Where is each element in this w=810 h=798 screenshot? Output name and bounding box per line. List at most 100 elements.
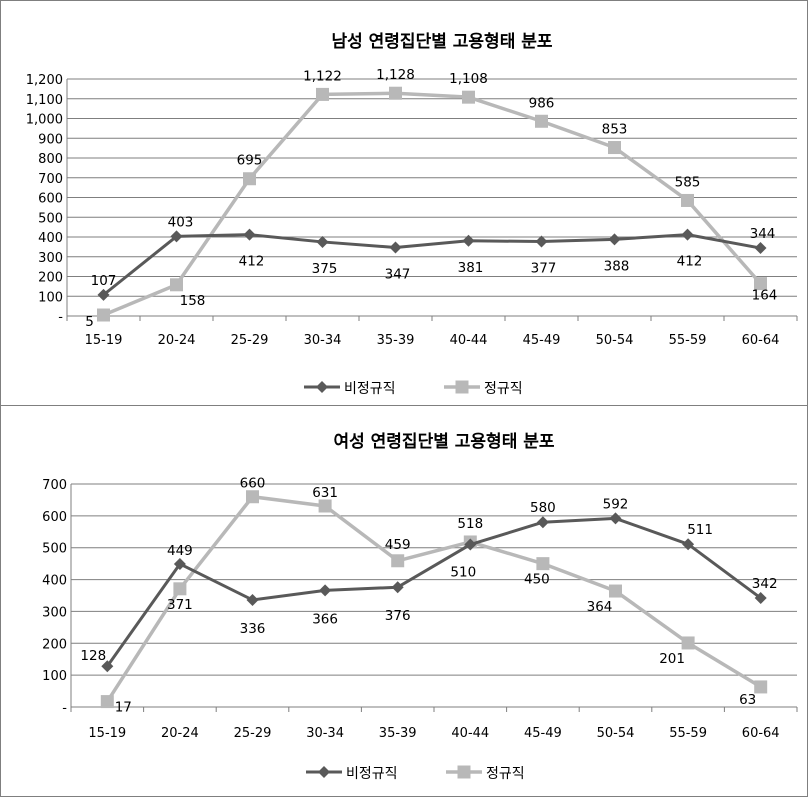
male-employment-chart: 남성 연령집단별 고용형태 분포 - 100 200 300 400 500 600 700 80… bbox=[26, 31, 798, 397]
female-point-regular bbox=[246, 490, 259, 504]
male-data-label: 377 bbox=[531, 261, 557, 277]
female-xtick-label: 25-29 bbox=[234, 726, 272, 741]
female-point-nonregular bbox=[319, 584, 332, 597]
male-data-label: 412 bbox=[239, 254, 265, 270]
male-ytick-label: 100 bbox=[38, 290, 63, 305]
female-data-label: 592 bbox=[603, 496, 629, 512]
female-point-nonregular bbox=[173, 557, 186, 570]
male-data-label: 1,108 bbox=[449, 71, 488, 87]
female-point-nonregular bbox=[246, 593, 259, 606]
female-data-label: 336 bbox=[240, 621, 266, 637]
male-data-label: 347 bbox=[385, 266, 411, 282]
female-data-label: 449 bbox=[167, 543, 193, 559]
male-point-regular bbox=[97, 308, 110, 322]
female-xtick-label: 20-24 bbox=[161, 726, 199, 741]
female-chart-panel: 여성 연령집단별 고용형태 분포 - 100 200 300 400 500 600 700 15… bbox=[0, 405, 808, 797]
female-point-nonregular bbox=[682, 538, 695, 551]
female-xtick-label: 60-64 bbox=[742, 726, 780, 741]
male-data-label: 403 bbox=[168, 214, 194, 230]
male-xtick-label: 25-29 bbox=[231, 333, 269, 348]
male-point-nonregular bbox=[243, 228, 256, 241]
female-point-regular bbox=[100, 695, 114, 709]
male-point-nonregular bbox=[535, 235, 548, 248]
female-point-regular bbox=[318, 499, 332, 513]
female-legend-label: 정규직 bbox=[486, 766, 525, 782]
female-data-label: 364 bbox=[587, 599, 613, 615]
female-ytick-label: 400 bbox=[42, 574, 67, 589]
male-xtick-label: 15-19 bbox=[85, 333, 123, 348]
female-xtick-label: 30-34 bbox=[306, 726, 344, 741]
female-data-label: 511 bbox=[687, 522, 713, 538]
male-data-label: 585 bbox=[675, 174, 701, 190]
female-data-label: 371 bbox=[167, 597, 193, 613]
male-legend-label: 비정규직 bbox=[344, 381, 396, 397]
female-point-nonregular bbox=[464, 538, 477, 551]
male-xtick-label: 35-39 bbox=[377, 333, 415, 348]
female-legend-label: 비정규직 bbox=[346, 766, 398, 782]
male-data-label: 1,128 bbox=[376, 67, 415, 83]
male-ytick-label: 400 bbox=[38, 231, 63, 246]
male-ytick-label: 800 bbox=[38, 152, 63, 167]
female-point-nonregular bbox=[536, 516, 549, 529]
female-legend-marker bbox=[457, 765, 471, 779]
female-ytick-label: 300 bbox=[42, 605, 67, 620]
male-series-line-regular bbox=[102, 91, 762, 317]
female-xtick-label: 50-54 bbox=[597, 726, 635, 741]
female-data-label: 510 bbox=[450, 565, 476, 581]
male-point-nonregular bbox=[608, 233, 621, 246]
male-data-label: 412 bbox=[677, 254, 703, 270]
female-point-regular bbox=[173, 582, 187, 596]
male-point-regular bbox=[462, 90, 475, 104]
female-point-nonregular bbox=[609, 512, 622, 525]
male-ytick-label: 1,000 bbox=[26, 113, 63, 128]
female-legend-marker bbox=[318, 766, 330, 778]
male-ytick-label: 600 bbox=[38, 192, 63, 207]
male-data-label: 986 bbox=[529, 95, 555, 111]
male-point-regular bbox=[754, 277, 767, 291]
female-data-label: 63 bbox=[739, 692, 756, 708]
female-series-line-nonregular bbox=[106, 516, 762, 668]
female-data-label: 459 bbox=[385, 537, 411, 553]
male-point-regular bbox=[316, 87, 329, 101]
male-data-label: 853 bbox=[602, 122, 628, 138]
female-data-label: 201 bbox=[659, 651, 685, 667]
male-legend-marker bbox=[455, 380, 469, 394]
male-chart-title: 남성 연령집단별 고용형태 분포 bbox=[331, 31, 552, 52]
female-data-label: 660 bbox=[240, 476, 266, 492]
male-xtick-label: 45-49 bbox=[523, 333, 561, 348]
female-ytick-label: 200 bbox=[42, 637, 67, 652]
male-data-label: 695 bbox=[237, 153, 263, 169]
male-ytick-label: 200 bbox=[38, 271, 63, 286]
male-ytick-label: - bbox=[58, 310, 63, 325]
female-ytick-label: 700 bbox=[42, 478, 67, 493]
female-xtick-label: 45-49 bbox=[524, 726, 562, 741]
male-point-regular bbox=[535, 114, 548, 128]
female-employment-chart: 여성 연령집단별 고용형태 분포 - 100 200 300 400 500 600 700 15… bbox=[42, 431, 798, 782]
female-data-label: 17 bbox=[115, 700, 132, 716]
male-point-nonregular bbox=[754, 242, 767, 255]
female-data-label: 366 bbox=[312, 611, 338, 627]
male-xtick-label: 40-44 bbox=[450, 333, 488, 348]
male-xtick-label: 55-59 bbox=[669, 333, 707, 348]
female-point-nonregular bbox=[754, 592, 767, 605]
male-point-regular bbox=[243, 172, 256, 186]
female-ytick-label: - bbox=[62, 701, 67, 716]
male-chart-panel: 남성 연령집단별 고용형태 분포 - 100 200 300 400 500 600 700 80… bbox=[0, 0, 808, 406]
female-point-regular bbox=[391, 554, 405, 568]
male-point-nonregular bbox=[316, 235, 329, 248]
male-xtick-label: 60-64 bbox=[742, 333, 780, 348]
female-data-label: 342 bbox=[752, 576, 778, 592]
male-data-label: 158 bbox=[180, 293, 206, 309]
male-xtick-label: 50-54 bbox=[596, 333, 634, 348]
female-data-label: 580 bbox=[530, 500, 556, 516]
female-point-regular bbox=[609, 584, 622, 598]
male-legend-marker bbox=[316, 381, 328, 393]
female-chart-title: 여성 연령집단별 고용형태 분포 bbox=[333, 431, 554, 452]
female-point-nonregular bbox=[391, 581, 404, 594]
male-xtick-label: 20-24 bbox=[158, 333, 196, 348]
male-point-regular bbox=[389, 86, 402, 100]
male-ytick-label: 500 bbox=[38, 211, 63, 226]
male-ytick-label: 900 bbox=[38, 132, 63, 147]
male-data-label: 344 bbox=[750, 226, 776, 242]
male-data-label: 375 bbox=[312, 261, 338, 277]
